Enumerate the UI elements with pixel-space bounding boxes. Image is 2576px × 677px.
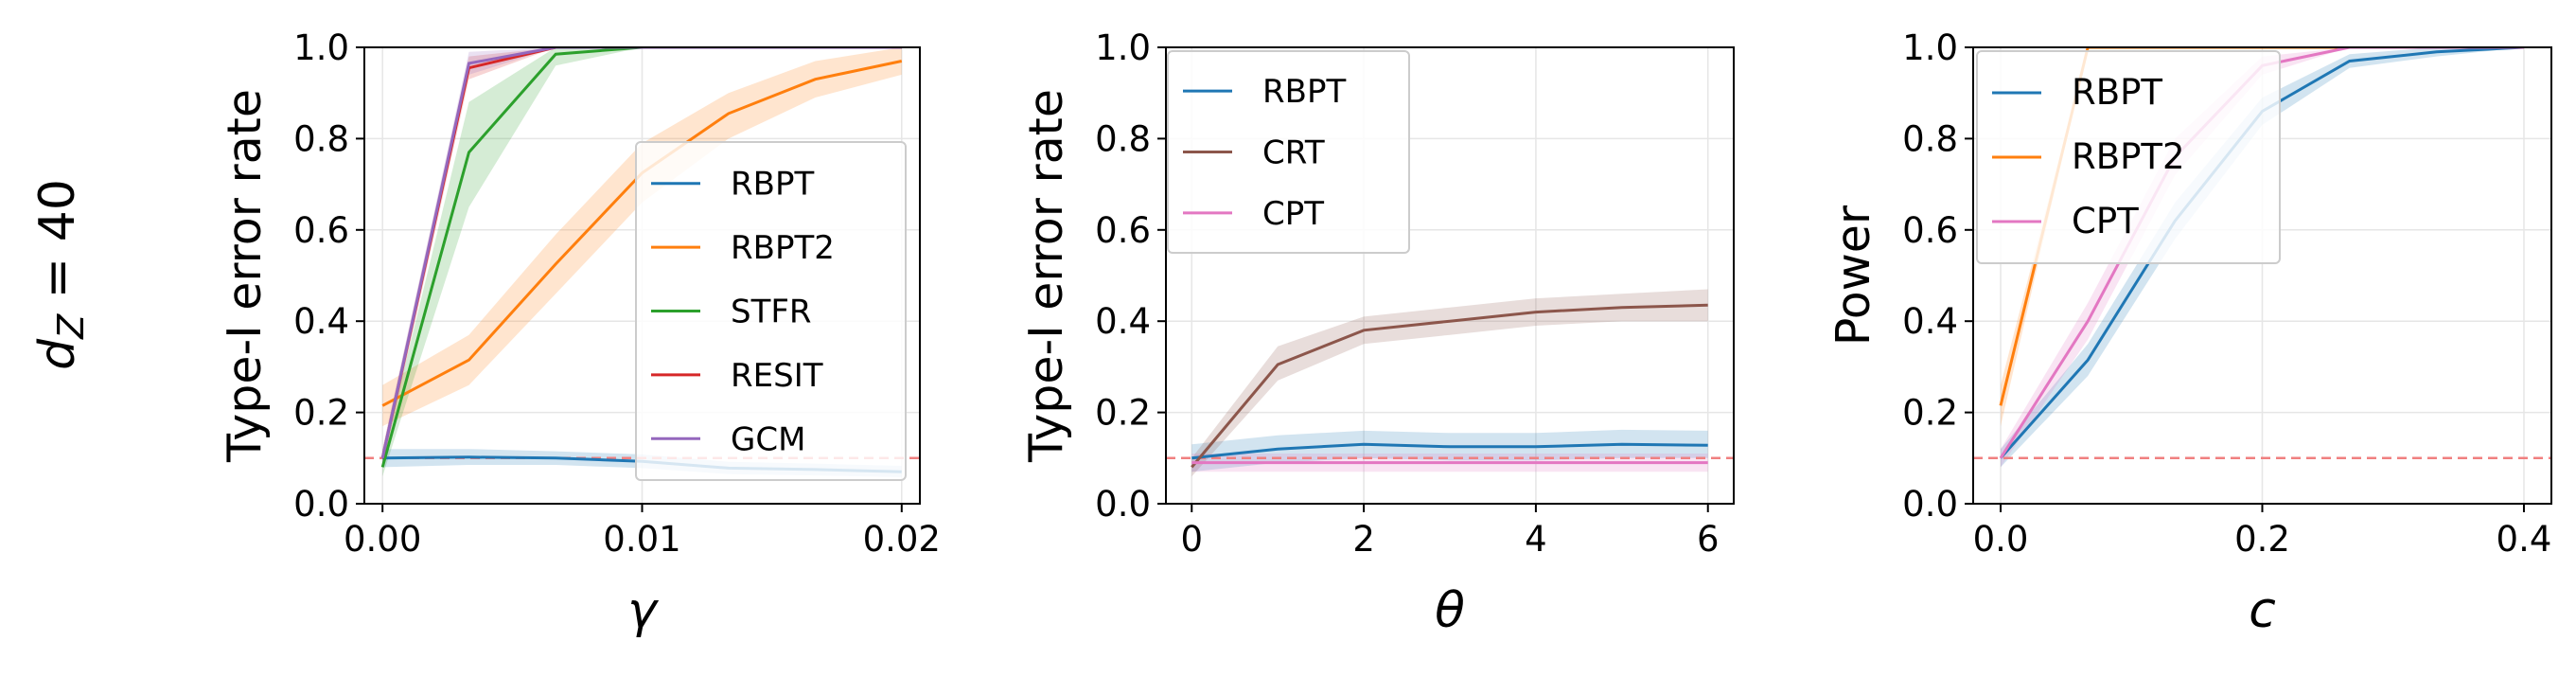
x-axis-label: θ <box>1435 582 1465 639</box>
legend: RBPT RBPT2 STFR RESIT GCM <box>635 141 907 481</box>
legend-box <box>1167 50 1410 254</box>
y-tick-label: 0.4 <box>1095 301 1151 342</box>
y-tick-label: 0.6 <box>1095 210 1151 251</box>
confidence-band-rbpt <box>1191 429 1708 472</box>
series-line-gcm <box>380 47 902 459</box>
legend-label-stfr: STFR <box>731 294 812 331</box>
confidence-band-crt <box>1191 289 1708 477</box>
legend-box <box>1976 50 2281 264</box>
legend-box <box>635 141 907 481</box>
x-tick-label: 6 <box>1697 519 1720 560</box>
axes-frame <box>1165 46 1735 505</box>
series-line-rbpt <box>1191 442 1708 460</box>
chart-panel-2: 0 2 4 6 0.0 0.2 0.4 0.6 0.8 1.0 θ Type-I error rate… <box>1019 27 1735 639</box>
x-tick-label: 0.4 <box>2497 519 2552 560</box>
y-tick-label: 0.6 <box>1902 210 1958 251</box>
legend-label-rbpt: RBPT <box>1262 73 1346 111</box>
y-tick-label: 1.0 <box>1095 27 1151 68</box>
legend-label-cpt: CPT <box>1262 195 1324 233</box>
confidence-band-rbpt2 <box>382 47 902 427</box>
plot-area <box>1166 289 1734 477</box>
series-line-crt <box>1191 303 1708 469</box>
legend-label-gcm: GCM <box>731 420 805 458</box>
y-axis-label: Type-I error rate <box>218 89 272 463</box>
x-tick-label: 2 <box>1352 519 1375 560</box>
legend-label-cpt: CPT <box>2072 201 2139 241</box>
legend-label-crt: CRT <box>1262 134 1325 172</box>
x-tick-label: 0 <box>1180 519 1203 560</box>
y-tick-label: 0.0 <box>1902 484 1958 525</box>
y-tick-label: 0.2 <box>1902 393 1958 434</box>
series-line-stfr <box>380 47 902 468</box>
x-axis-label: γ <box>627 582 660 639</box>
y-tick-label: 0.4 <box>1902 301 1958 342</box>
legend-label-rbpt2: RBPT2 <box>731 229 835 267</box>
row-label: dZ = 40 <box>29 179 92 370</box>
x-tick-label: 4 <box>1525 519 1547 560</box>
y-tick-label: 0.2 <box>293 393 349 434</box>
legend-label-resit: RESIT <box>731 357 823 395</box>
y-tick-label: 0.0 <box>293 484 349 525</box>
legend-label-rbpt: RBPT <box>2072 72 2162 113</box>
y-axis-label: Power <box>1826 205 1880 346</box>
x-tick-label: 0.02 <box>863 519 941 560</box>
y-tick-label: 0.8 <box>1095 118 1151 159</box>
x-axis-label: c <box>2249 582 2276 639</box>
y-tick-label: 1.0 <box>1902 27 1958 68</box>
legend: RBPT RBPT2 CPT <box>1976 50 2281 264</box>
y-tick-label: 0.8 <box>293 118 349 159</box>
x-tick-label: 0.01 <box>603 519 680 560</box>
legend-label-rbpt2: RBPT2 <box>2072 136 2185 177</box>
y-tick-label: 0.2 <box>1095 393 1151 434</box>
y-tick-label: 0.6 <box>293 210 349 251</box>
x-tick-label: 0.2 <box>2234 519 2290 560</box>
y-tick-label: 0.4 <box>293 301 349 342</box>
chart-panel-3: 0.0 0.2 0.40.00.20.40.60.81.0cPowerRBPTRBP… <box>1826 27 2552 639</box>
legend-label-rbpt: RBPT <box>731 166 814 204</box>
y-tick-label: 0.0 <box>1095 484 1151 525</box>
y-axis-label: Type-I error rate <box>1019 89 1073 463</box>
y-tick-label: 0.8 <box>1902 118 1958 159</box>
legend: RBPT CRT CPT <box>1167 50 1410 254</box>
x-tick-label: 0.00 <box>344 519 421 560</box>
x-tick-label: 0.0 <box>1973 519 2029 560</box>
y-tick-label: 1.0 <box>293 27 349 68</box>
chart-panel-1: 0.00 0.01 0.02 0.0 0.2 0.4 0.6 0.8 1.0 γ Type-I er… <box>218 27 941 639</box>
